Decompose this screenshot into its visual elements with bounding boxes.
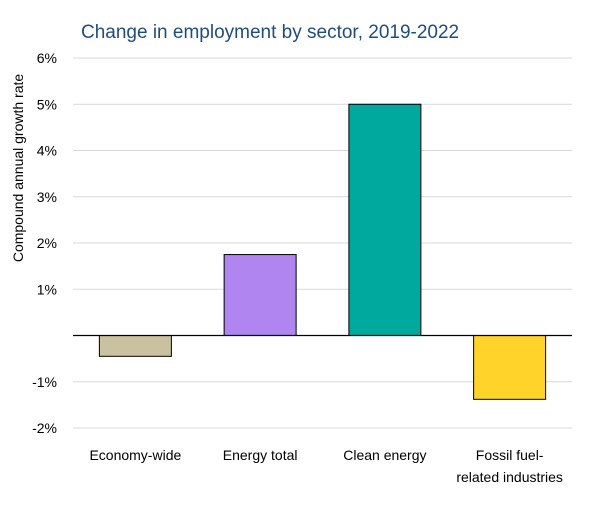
y-tick-label: 4% [37, 143, 57, 159]
y-axis-label: Compound annual growth rate [10, 74, 26, 263]
y-tick-label: -1% [32, 374, 57, 390]
category-label: related industries [456, 469, 563, 485]
y-tick-label: -2% [32, 420, 57, 436]
bar [473, 335, 547, 400]
y-tick-labels: 6% 5% 4% 3% 2% 1% -1% -2% [32, 50, 57, 436]
y-tick-label: 3% [37, 189, 57, 205]
bar [348, 103, 422, 336]
category-label: Clean energy [343, 447, 426, 463]
chart-title: Change in employment by sector, 2019-202… [81, 22, 459, 43]
y-tick-label: 6% [37, 50, 57, 66]
grid-lines [73, 57, 572, 429]
bar [223, 254, 297, 336]
y-tick-label: 1% [37, 281, 57, 297]
category-label: Energy total [223, 447, 298, 463]
category-label: Fossil fuel- [476, 447, 544, 463]
category-labels: Economy-wide Energy total Clean energy Foss… [89, 447, 562, 485]
category-label: Economy-wide [89, 447, 181, 463]
y-tick-label: 2% [37, 235, 57, 251]
bar [98, 335, 172, 357]
bars [98, 103, 547, 400]
y-tick-label: 5% [37, 96, 57, 112]
